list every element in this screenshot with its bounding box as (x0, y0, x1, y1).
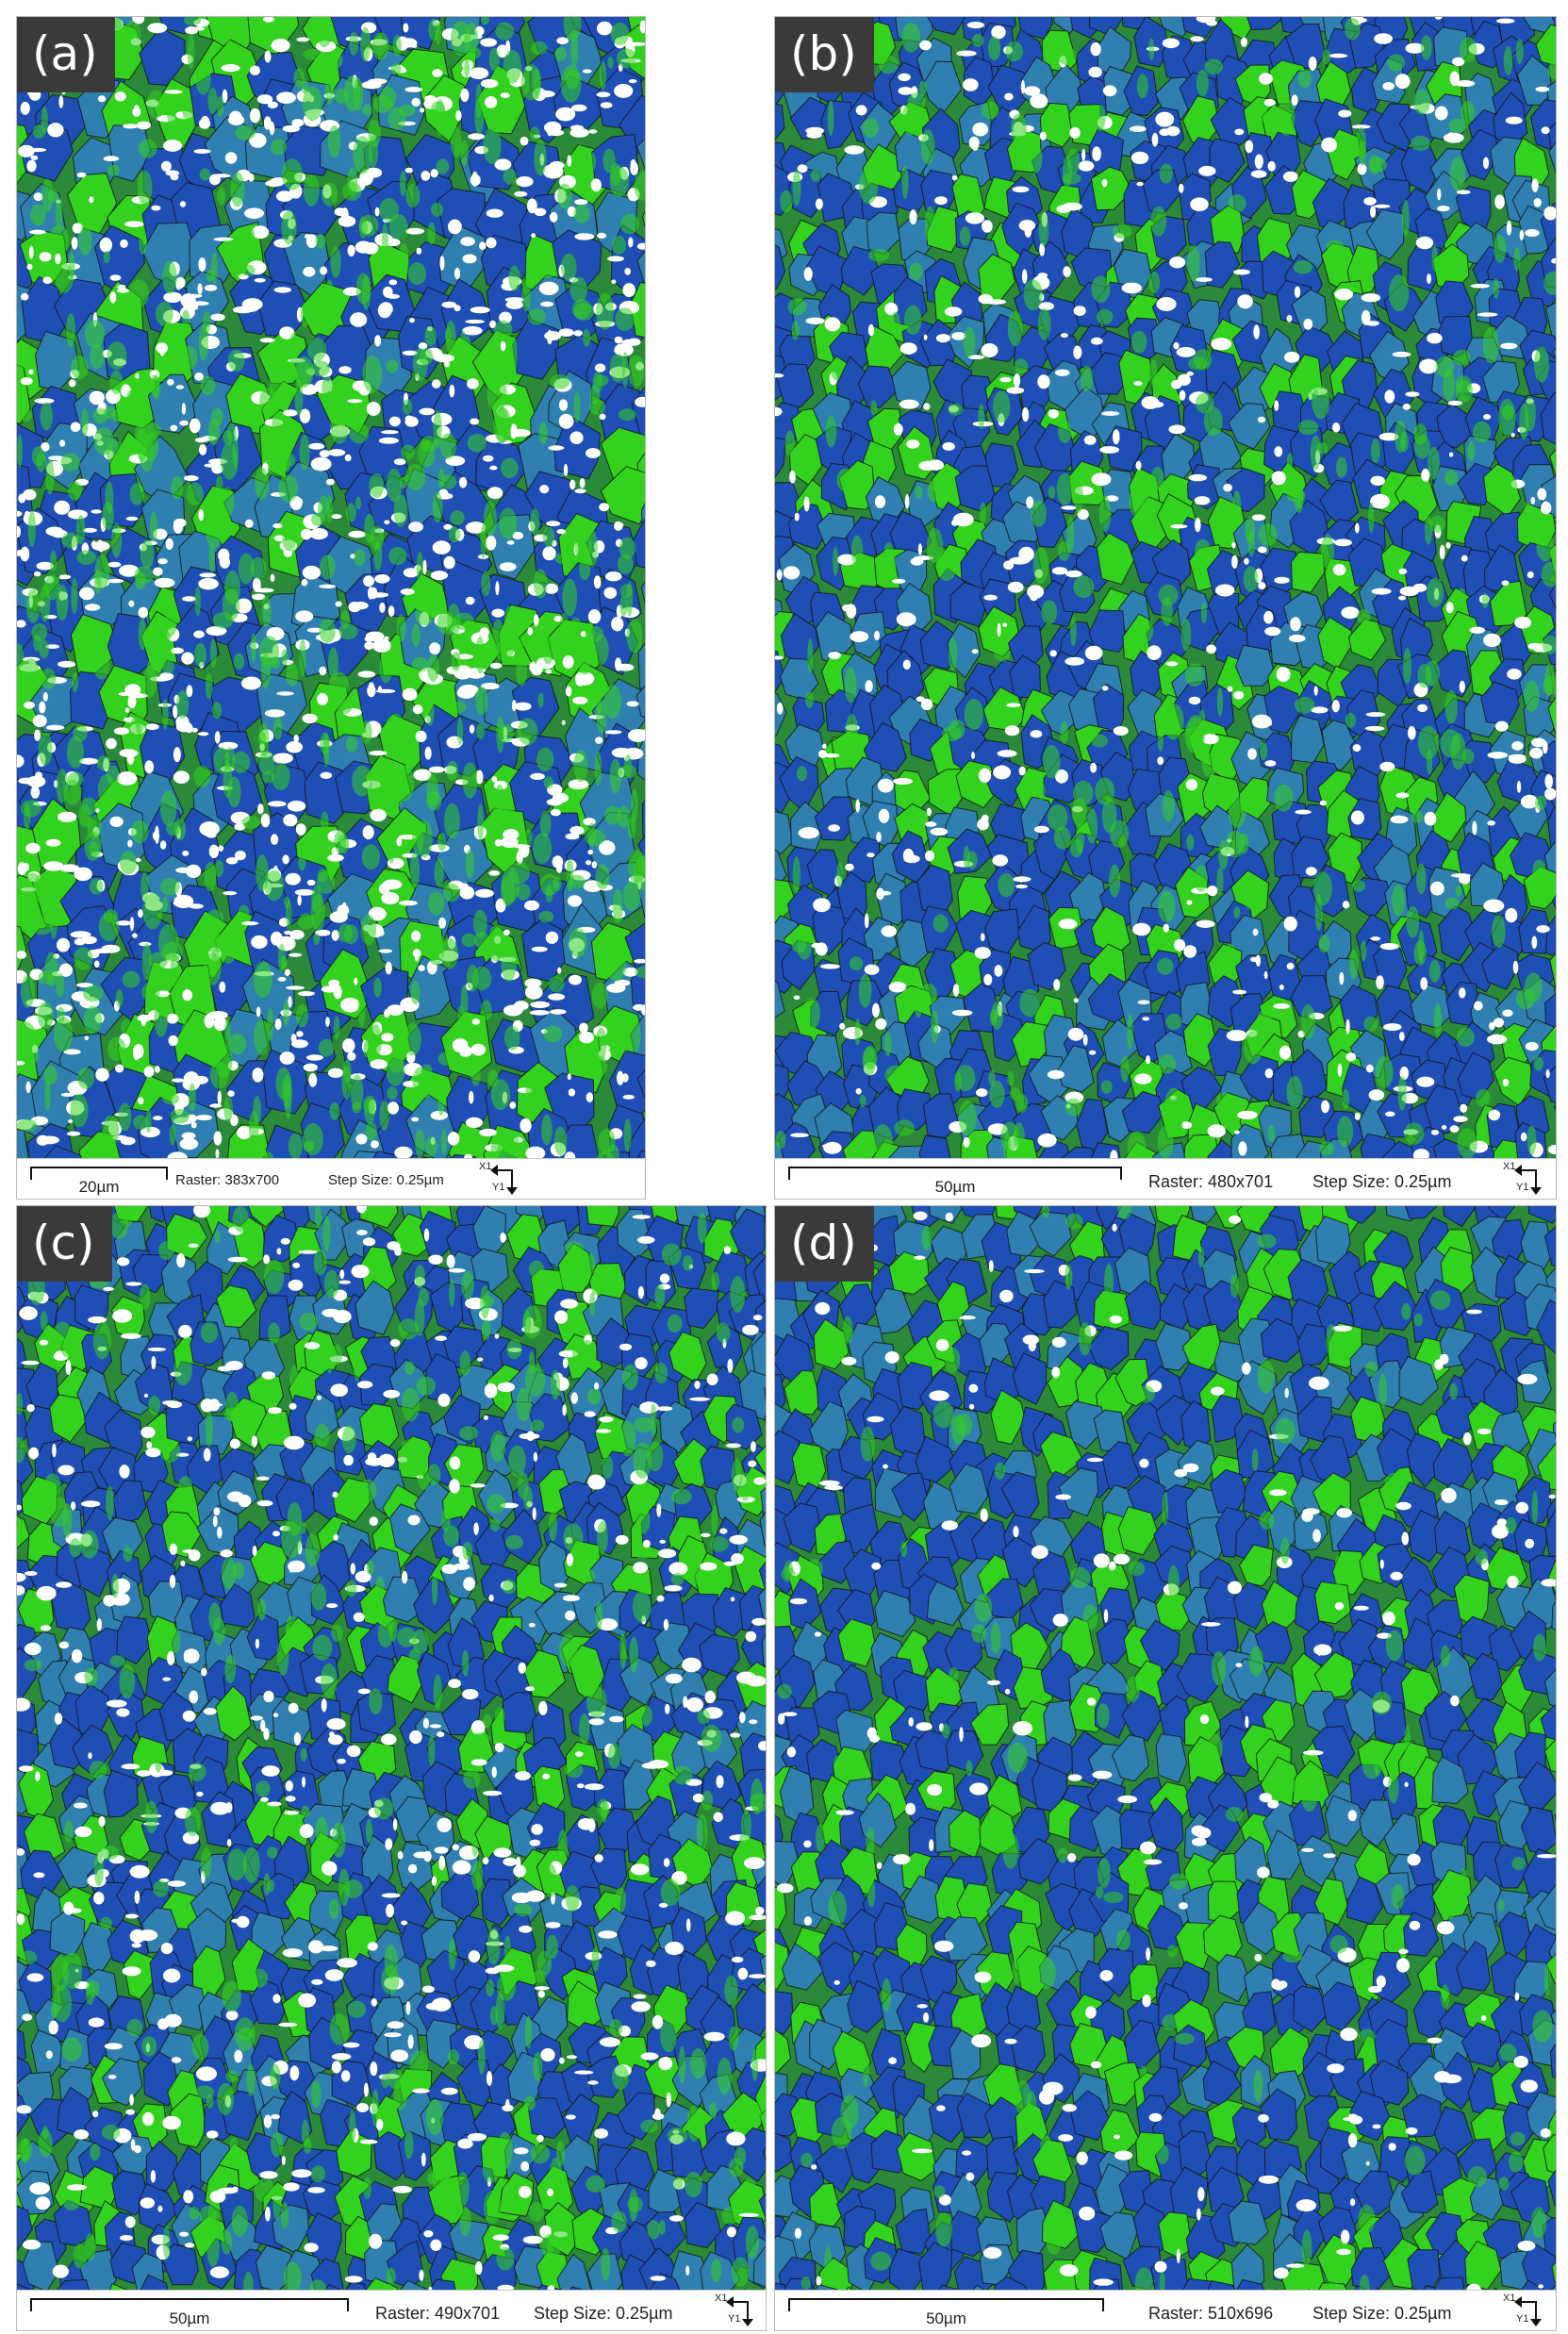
scale-bar-c (30, 2298, 349, 2311)
raster-label-b: Raster: 480x701 (1148, 1172, 1274, 1191)
ebsd-panel-a: (a) 20µm Raster: 383x700 Step Size: 0.25… (16, 16, 646, 1200)
panel-label-c: (c) (17, 1206, 112, 1282)
panel-footer-a: 20µm Raster: 383x700 Step Size: 0.25µm X… (17, 1158, 645, 1199)
step-size-label-c: Step Size: 0.25µm (534, 2304, 673, 2323)
scale-label-d: 50µm (926, 2309, 966, 2327)
scale-bar-b (788, 1167, 1122, 1180)
ebsd-map-c (17, 1206, 766, 2291)
panel-label-b: (b) (775, 17, 874, 92)
scale-label-c: 50µm (169, 2309, 210, 2327)
scale-bar-d (788, 2298, 1104, 2311)
raster-label-c: Raster: 490x701 (375, 2304, 501, 2323)
axis-orientation-icon: X1 Y1 (479, 1161, 518, 1195)
panel-footer-d: 50µm Raster: 510x696 Step Size: 0.25µm X… (775, 2290, 1556, 2330)
scale-bar-a (30, 1167, 168, 1180)
ebsd-panel-d: (d) 50µm Raster: 510x696 Step Size: 0.25… (774, 1205, 1557, 2331)
step-size-label-a: Step Size: 0.25µm (328, 1172, 444, 1188)
axis-orientation-icon: X1 Y1 (715, 2293, 753, 2326)
ebsd-map-d (775, 1206, 1556, 2291)
step-size-label-b: Step Size: 0.25µm (1312, 1172, 1452, 1191)
ebsd-map-b (775, 17, 1556, 1159)
axis-orientation-icon: X1 Y1 (1503, 1161, 1542, 1195)
panel-label-d: (d) (775, 1206, 874, 1282)
axis-orientation-icon: X1 Y1 (1503, 2293, 1542, 2326)
scale-label-b: 50µm (934, 1178, 976, 1196)
ebsd-map-a (17, 17, 645, 1159)
raster-label-d: Raster: 510x696 (1148, 2304, 1274, 2323)
panel-label-a: (a) (17, 17, 115, 92)
panel-footer-c: 50µm Raster: 490x701 Step Size: 0.25µm X… (17, 2290, 766, 2330)
ebsd-panel-b: (b) 50µm Raster: 480x701 Step Size: 0.25… (774, 16, 1557, 1200)
step-size-label-d: Step Size: 0.25µm (1312, 2304, 1452, 2323)
raster-label-a: Raster: 383x700 (175, 1172, 280, 1188)
scale-label-a: 20µm (78, 1178, 120, 1196)
panel-footer-b: 50µm Raster: 480x701 Step Size: 0.25µm X… (775, 1158, 1556, 1199)
ebsd-panel-c: (c) 50µm Raster: 490x701 Step Size: 0.25… (16, 1205, 767, 2331)
